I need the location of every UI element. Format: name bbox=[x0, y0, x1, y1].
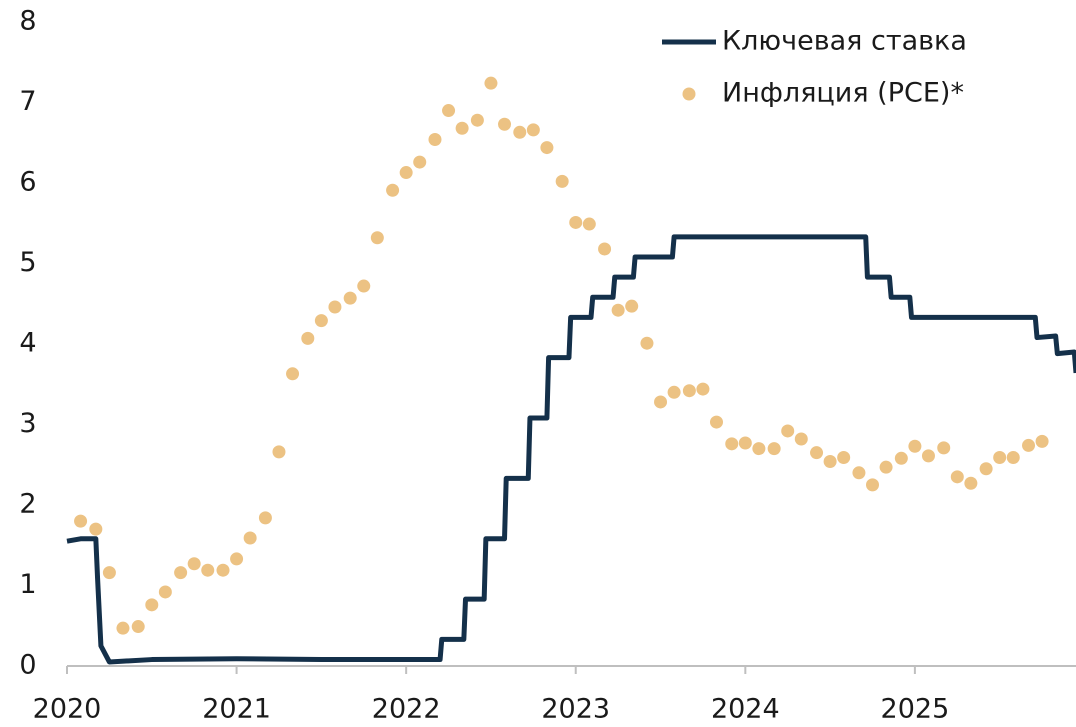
x-tick-label: 2024 bbox=[711, 694, 780, 724]
inflation-point bbox=[357, 279, 371, 293]
inflation-point bbox=[908, 439, 922, 453]
y-tick-label: 1 bbox=[19, 569, 36, 600]
inflation-point bbox=[314, 314, 328, 328]
x-tick-label: 2025 bbox=[881, 694, 950, 724]
inflation-point bbox=[767, 442, 781, 456]
inflation-point bbox=[937, 441, 951, 455]
inflation-point bbox=[823, 455, 837, 469]
inflation-point bbox=[582, 217, 596, 231]
inflation-point bbox=[810, 446, 824, 460]
inflation-point bbox=[752, 442, 766, 456]
y-tick-label: 3 bbox=[19, 408, 36, 439]
inflation-point bbox=[158, 585, 172, 599]
y-tick-label: 7 bbox=[19, 86, 36, 117]
inflation-point bbox=[738, 436, 752, 450]
inflation-point bbox=[399, 166, 413, 180]
inflation-point bbox=[964, 476, 978, 490]
inflation-point bbox=[979, 462, 993, 476]
inflation-point bbox=[89, 522, 103, 536]
inflation-point bbox=[131, 620, 145, 634]
legend-label: Ключевая ставка bbox=[722, 26, 967, 57]
inflation-point bbox=[640, 336, 654, 350]
inflation-point bbox=[442, 104, 456, 118]
inflation-point bbox=[921, 449, 935, 463]
inflation-point bbox=[1006, 451, 1020, 465]
inflation-point bbox=[272, 445, 286, 459]
inflation-point bbox=[201, 563, 215, 577]
inflation-point bbox=[667, 385, 681, 399]
inflation-point bbox=[498, 117, 512, 131]
legend-label: Инфляция (PCE)* bbox=[722, 78, 964, 109]
inflation-point bbox=[852, 466, 866, 480]
x-tick-label: 2022 bbox=[372, 694, 441, 724]
inflation-point bbox=[455, 121, 469, 135]
inflation-point bbox=[145, 598, 159, 612]
inflation-point bbox=[74, 514, 88, 528]
inflation-point bbox=[386, 183, 400, 197]
inflation-point bbox=[116, 621, 130, 635]
x-tick-label: 2023 bbox=[541, 694, 610, 724]
inflation-point bbox=[370, 231, 384, 245]
inflation-point bbox=[328, 300, 342, 314]
inflation-point bbox=[470, 113, 484, 127]
inflation-point bbox=[258, 511, 272, 525]
inflation-point bbox=[950, 470, 964, 484]
inflation-point bbox=[993, 451, 1007, 465]
x-tick-label: 2020 bbox=[33, 694, 102, 724]
inflation-point bbox=[569, 215, 583, 229]
inflation-point bbox=[540, 141, 554, 155]
y-tick-label: 5 bbox=[19, 247, 36, 278]
inflation-point bbox=[654, 395, 668, 409]
y-tick-label: 4 bbox=[19, 328, 36, 359]
inflation-point bbox=[696, 382, 710, 396]
inflation-point bbox=[781, 424, 795, 438]
y-tick-label: 6 bbox=[19, 167, 36, 198]
inflation-point bbox=[484, 76, 498, 90]
inflation-point bbox=[837, 451, 851, 465]
inflation-point bbox=[866, 478, 880, 492]
inflation-point bbox=[513, 125, 527, 139]
inflation-point bbox=[526, 123, 540, 137]
inflation-point bbox=[709, 415, 723, 429]
inflation-point bbox=[894, 451, 908, 465]
inflation-point bbox=[555, 174, 569, 188]
inflation-point bbox=[216, 563, 230, 577]
inflation-point bbox=[174, 566, 188, 580]
y-tick-label: 2 bbox=[19, 489, 36, 520]
inflation-point bbox=[794, 432, 808, 446]
inflation-point bbox=[187, 557, 201, 571]
inflation-point bbox=[598, 242, 612, 256]
inflation-point bbox=[230, 552, 244, 566]
inflation-point bbox=[243, 531, 257, 545]
inflation-point bbox=[413, 155, 427, 169]
inflation-point bbox=[611, 303, 625, 317]
inflation-point bbox=[725, 437, 739, 451]
inflation-point bbox=[879, 460, 893, 474]
inflation-point bbox=[102, 566, 116, 580]
inflation-point bbox=[682, 384, 696, 398]
y-tick-label: 0 bbox=[19, 650, 36, 681]
inflation-point bbox=[625, 299, 639, 313]
x-tick-label: 2021 bbox=[202, 694, 271, 724]
inflation-point bbox=[301, 331, 315, 345]
y-tick-label: 8 bbox=[19, 6, 36, 37]
inflation-point bbox=[286, 367, 300, 381]
legend-dot bbox=[682, 87, 696, 101]
rate-line bbox=[66, 234, 1076, 665]
inflation-point bbox=[1022, 438, 1036, 452]
inflation-point bbox=[428, 133, 442, 147]
inflation-point bbox=[1035, 434, 1049, 448]
inflation-point bbox=[343, 291, 357, 305]
